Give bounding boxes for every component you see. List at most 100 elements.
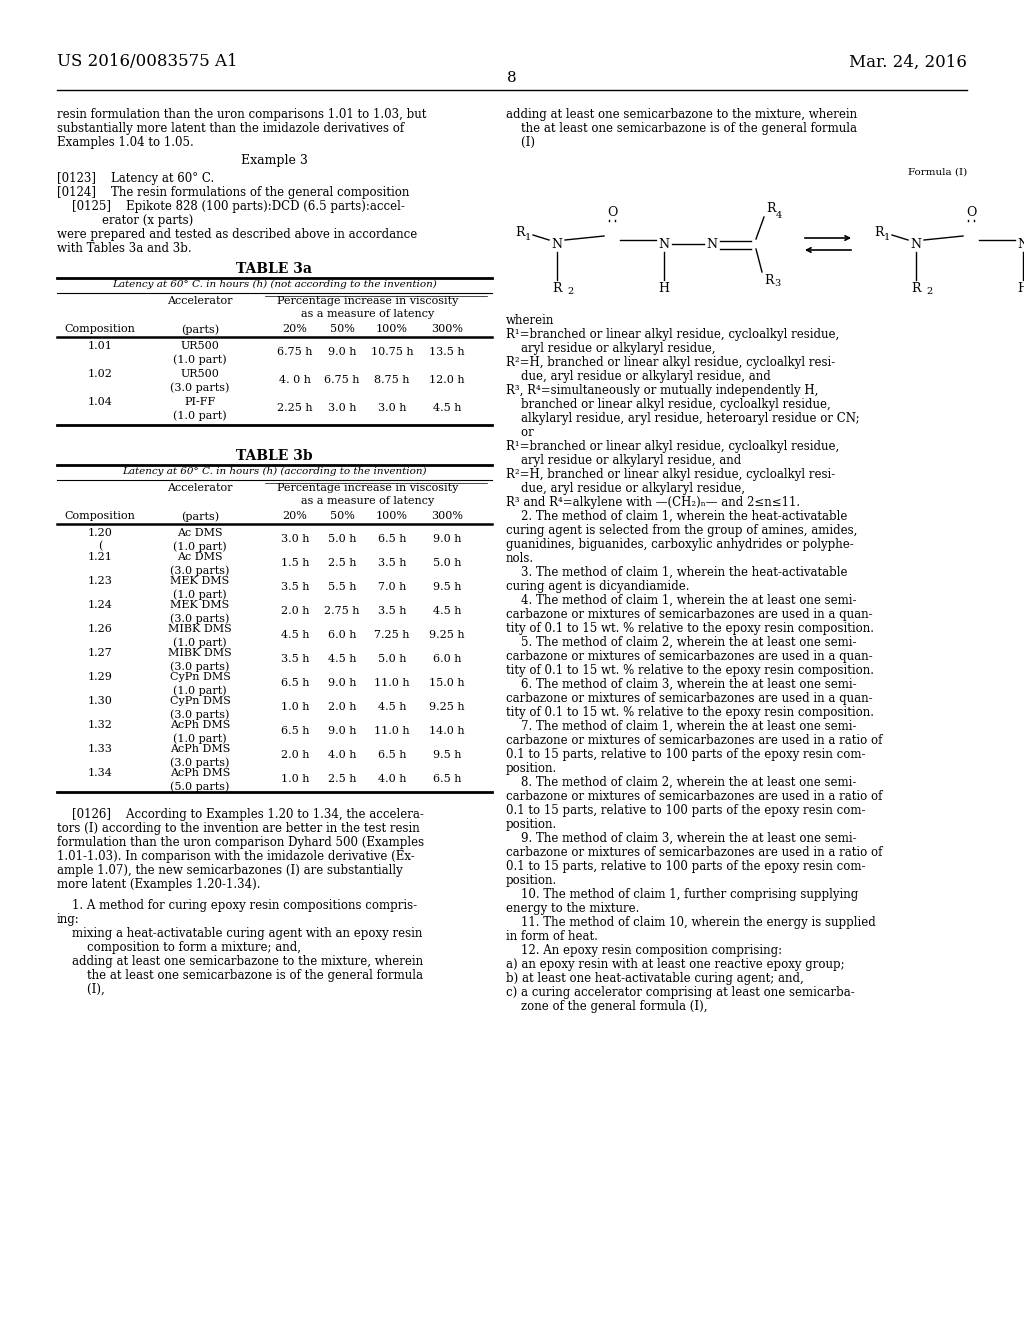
Text: 1.23: 1.23 (88, 576, 113, 586)
Text: N: N (658, 238, 670, 251)
Text: 1.24: 1.24 (88, 601, 113, 610)
Text: Ac DMS: Ac DMS (177, 528, 223, 539)
Text: with Tables 3a and 3b.: with Tables 3a and 3b. (57, 242, 191, 255)
Text: 8.75 h: 8.75 h (374, 375, 410, 385)
Text: 0.1 to 15 parts, relative to 100 parts of the epoxy resin com-: 0.1 to 15 parts, relative to 100 parts o… (506, 748, 865, 762)
Text: 12. An epoxy resin composition comprising:: 12. An epoxy resin composition comprisin… (506, 944, 782, 957)
Text: branched or linear alkyl residue, cycloalkyl residue,: branched or linear alkyl residue, cycloa… (506, 399, 830, 411)
Text: as a measure of latency: as a measure of latency (301, 309, 434, 319)
Text: TABLE 3a: TABLE 3a (237, 261, 312, 276)
Text: 9.0 h: 9.0 h (328, 726, 356, 737)
Text: 1.26: 1.26 (88, 624, 113, 634)
Text: 10.75 h: 10.75 h (371, 347, 414, 356)
Text: 9.5 h: 9.5 h (433, 750, 461, 760)
Text: 9.0 h: 9.0 h (433, 535, 461, 544)
Text: 5.5 h: 5.5 h (328, 582, 356, 591)
Text: TABLE 3b: TABLE 3b (237, 449, 312, 463)
Text: 4.0 h: 4.0 h (378, 774, 407, 784)
Text: zone of the general formula (I),: zone of the general formula (I), (506, 1001, 708, 1012)
Text: tors (I) according to the invention are better in the test resin: tors (I) according to the invention are … (57, 822, 420, 836)
Text: 3.5 h: 3.5 h (378, 558, 407, 568)
Text: 1: 1 (884, 232, 890, 242)
Text: Mar. 24, 2016: Mar. 24, 2016 (849, 54, 967, 70)
Text: 5. The method of claim 2, wherein the at least one semi-: 5. The method of claim 2, wherein the at… (506, 636, 856, 649)
Text: 9.25 h: 9.25 h (429, 630, 465, 640)
Text: Accelerator: Accelerator (167, 483, 232, 492)
Text: 3. The method of claim 1, wherein the heat-activatable: 3. The method of claim 1, wherein the he… (506, 566, 848, 579)
Text: MIBK DMS: MIBK DMS (168, 648, 231, 657)
Text: 1.01-1.03). In comparison with the imidazole derivative (Ex-: 1.01-1.03). In comparison with the imida… (57, 850, 415, 863)
Text: 1.0 h: 1.0 h (281, 702, 309, 711)
Text: Examples 1.04 to 1.05.: Examples 1.04 to 1.05. (57, 136, 194, 149)
Text: 6.75 h: 6.75 h (278, 347, 312, 356)
Text: 20%: 20% (283, 511, 307, 521)
Text: position.: position. (506, 874, 557, 887)
Text: carbazone or mixtures of semicarbazones are used in a quan-: carbazone or mixtures of semicarbazones … (506, 692, 872, 705)
Text: (1.0 part): (1.0 part) (173, 685, 226, 696)
Text: N: N (552, 238, 562, 251)
Text: 1.33: 1.33 (88, 744, 113, 754)
Text: (: ( (98, 541, 102, 552)
Text: tity of 0.1 to 15 wt. % relative to the epoxy resin composition.: tity of 0.1 to 15 wt. % relative to the … (506, 664, 874, 677)
Text: [0125]    Epikote 828 (100 parts):DCD (6.5 parts):accel-: [0125] Epikote 828 (100 parts):DCD (6.5 … (57, 201, 404, 213)
Text: 7.0 h: 7.0 h (378, 582, 407, 591)
Text: 4: 4 (776, 210, 782, 219)
Text: [0124]    The resin formulations of the general composition: [0124] The resin formulations of the gen… (57, 186, 410, 199)
Text: position.: position. (506, 818, 557, 832)
Text: AcPh DMS: AcPh DMS (170, 719, 230, 730)
Text: erator (x parts): erator (x parts) (57, 214, 194, 227)
Text: CyPn DMS: CyPn DMS (170, 696, 230, 706)
Text: 6.5 h: 6.5 h (433, 774, 461, 784)
Text: 300%: 300% (431, 323, 463, 334)
Text: 6.0 h: 6.0 h (433, 653, 461, 664)
Text: 1.0 h: 1.0 h (281, 774, 309, 784)
Text: alkylaryl residue, aryl residue, heteroaryl residue or CN;: alkylaryl residue, aryl residue, heteroa… (506, 412, 859, 425)
Text: R: R (515, 226, 524, 239)
Text: 1.21: 1.21 (88, 552, 113, 562)
Text: 8: 8 (507, 71, 517, 84)
Text: 2.5 h: 2.5 h (328, 774, 356, 784)
Text: the at least one semicarbazone is of the general formula: the at least one semicarbazone is of the… (506, 121, 857, 135)
Text: R: R (552, 282, 562, 294)
Text: 4. 0 h: 4. 0 h (279, 375, 311, 385)
Text: 1.04: 1.04 (88, 397, 113, 407)
Text: a) an epoxy resin with at least one reactive epoxy group;: a) an epoxy resin with at least one reac… (506, 958, 845, 972)
Text: 3.0 h: 3.0 h (328, 403, 356, 413)
Text: carbazone or mixtures of semicarbazones are used in a quan-: carbazone or mixtures of semicarbazones … (506, 609, 872, 620)
Text: N: N (707, 238, 718, 251)
Text: 2.0 h: 2.0 h (281, 750, 309, 760)
Text: R³, R⁴=simultaneously or mutually independently H,: R³, R⁴=simultaneously or mutually indepe… (506, 384, 818, 397)
Text: 11.0 h: 11.0 h (374, 678, 410, 688)
Text: UR500: UR500 (180, 341, 219, 351)
Text: 1.30: 1.30 (88, 696, 113, 706)
Text: the at least one semicarbazone is of the general formula: the at least one semicarbazone is of the… (57, 969, 423, 982)
Text: 1.01: 1.01 (88, 341, 113, 351)
Text: US 2016/0083575 A1: US 2016/0083575 A1 (57, 54, 238, 70)
Text: 4. The method of claim 1, wherein the at least one semi-: 4. The method of claim 1, wherein the at… (506, 594, 856, 607)
Text: 10. The method of claim 1, further comprising supplying: 10. The method of claim 1, further compr… (506, 888, 858, 902)
Text: MIBK DMS: MIBK DMS (168, 624, 231, 634)
Text: R¹=branched or linear alkyl residue, cycloalkyl residue,: R¹=branched or linear alkyl residue, cyc… (506, 440, 840, 453)
Text: 4.5 h: 4.5 h (281, 630, 309, 640)
Text: (1.0 part): (1.0 part) (173, 589, 226, 599)
Text: 1.02: 1.02 (88, 370, 113, 379)
Text: composition to form a mixture; and,: composition to form a mixture; and, (57, 941, 301, 954)
Text: Composition: Composition (65, 323, 135, 334)
Text: 2.25 h: 2.25 h (278, 403, 312, 413)
Text: (1.0 part): (1.0 part) (173, 541, 226, 552)
Text: Composition: Composition (65, 511, 135, 521)
Text: 100%: 100% (376, 323, 408, 334)
Text: [0126]    According to Examples 1.20 to 1.34, the accelera-: [0126] According to Examples 1.20 to 1.3… (57, 808, 424, 821)
Text: R: R (874, 226, 884, 239)
Text: 5.0 h: 5.0 h (433, 558, 461, 568)
Text: energy to the mixture.: energy to the mixture. (506, 902, 639, 915)
Text: 6.5 h: 6.5 h (281, 678, 309, 688)
Text: 3: 3 (774, 279, 780, 288)
Text: 1. A method for curing epoxy resin compositions compris-: 1. A method for curing epoxy resin compo… (57, 899, 417, 912)
Text: 4.5 h: 4.5 h (328, 653, 356, 664)
Text: tity of 0.1 to 15 wt. % relative to the epoxy resin composition.: tity of 0.1 to 15 wt. % relative to the … (506, 622, 874, 635)
Text: [0123]    Latency at 60° C.: [0123] Latency at 60° C. (57, 172, 214, 185)
Text: 2: 2 (567, 286, 573, 296)
Text: R²=H, branched or linear alkyl residue, cycloalkyl resi-: R²=H, branched or linear alkyl residue, … (506, 356, 836, 370)
Text: 1.5 h: 1.5 h (281, 558, 309, 568)
